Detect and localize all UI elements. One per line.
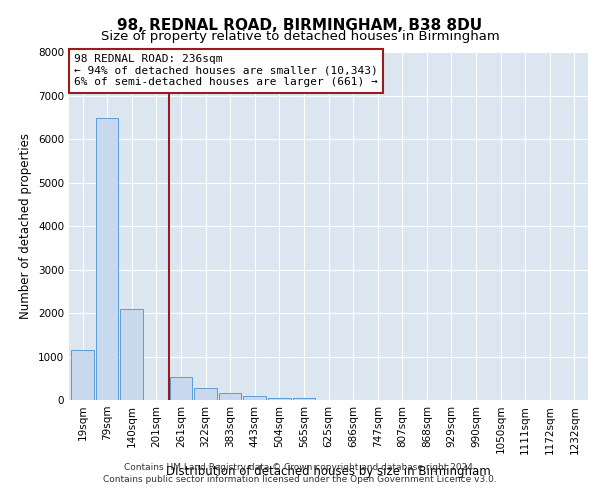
Bar bbox=[268, 398, 290, 400]
Bar bbox=[293, 398, 315, 400]
Text: Contains public sector information licensed under the Open Government Licence v3: Contains public sector information licen… bbox=[103, 474, 497, 484]
Text: 98, REDNAL ROAD, BIRMINGHAM, B38 8DU: 98, REDNAL ROAD, BIRMINGHAM, B38 8DU bbox=[118, 18, 482, 32]
Bar bbox=[96, 118, 118, 400]
Text: 98 REDNAL ROAD: 236sqm
← 94% of detached houses are smaller (10,343)
6% of semi-: 98 REDNAL ROAD: 236sqm ← 94% of detached… bbox=[74, 54, 378, 88]
Bar bbox=[121, 309, 143, 400]
Bar bbox=[71, 350, 94, 400]
Text: Size of property relative to detached houses in Birmingham: Size of property relative to detached ho… bbox=[101, 30, 499, 43]
X-axis label: Distribution of detached houses by size in Birmingham: Distribution of detached houses by size … bbox=[166, 464, 491, 477]
Bar bbox=[194, 388, 217, 400]
Bar bbox=[170, 377, 192, 400]
Y-axis label: Number of detached properties: Number of detached properties bbox=[19, 133, 32, 320]
Text: Contains HM Land Registry data © Crown copyright and database right 2024.: Contains HM Land Registry data © Crown c… bbox=[124, 464, 476, 472]
Bar bbox=[219, 394, 241, 400]
Bar bbox=[244, 396, 266, 400]
